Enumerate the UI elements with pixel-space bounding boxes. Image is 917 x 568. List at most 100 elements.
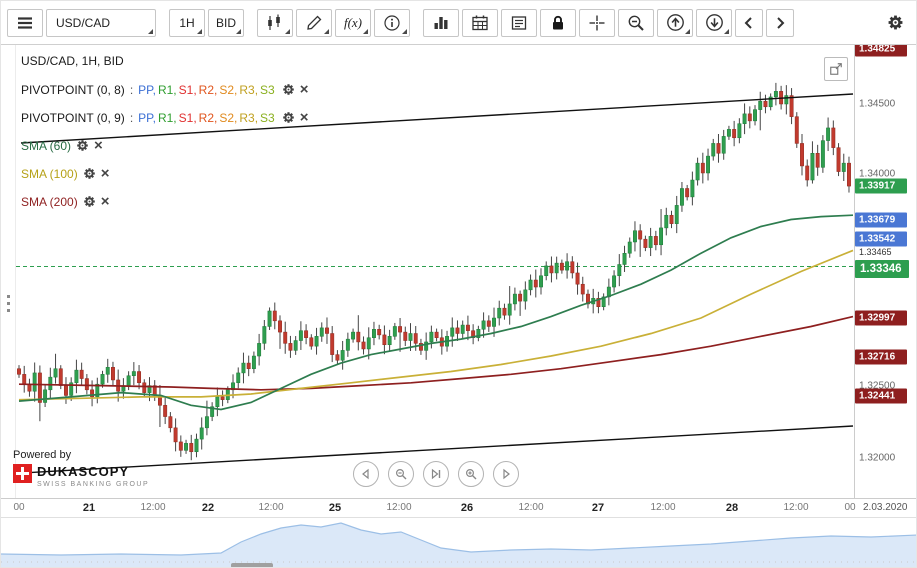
- popout-icon: [830, 63, 842, 75]
- step-back-button[interactable]: [353, 461, 379, 487]
- go-to-latest-button[interactable]: [423, 461, 449, 487]
- pivot-level-label: R3,: [239, 110, 259, 125]
- triangle-right-icon: [503, 468, 510, 480]
- draw-tools-button[interactable]: [296, 8, 332, 37]
- calendar-button[interactable]: [462, 8, 498, 37]
- indicator-remove-icon[interactable]: ×: [94, 136, 103, 154]
- overview-navigator[interactable]: [1, 517, 916, 567]
- chevron-left-icon: [744, 16, 752, 29]
- indicator-remove-icon[interactable]: ×: [100, 164, 110, 182]
- chart-nav-controls: [353, 461, 519, 487]
- pivot-level-label: R3,: [239, 82, 259, 97]
- price-tick-label: 1.32500: [859, 380, 896, 392]
- info-icon: [384, 14, 400, 31]
- chart-plot-area[interactable]: USD/CAD, 1H, BID PIVOTPOINT (0, 8) : PP,…: [1, 45, 856, 498]
- time-tick-label: 12:00: [518, 502, 544, 513]
- step-forward-button[interactable]: [493, 461, 519, 487]
- pivot-series-values: PP, R1, S1, R2, S2, R3, S3: [138, 112, 277, 124]
- price-badge: 1.32441: [855, 388, 907, 404]
- time-tick-label: 12:00: [258, 502, 284, 513]
- indicator-remove-icon[interactable]: ×: [299, 80, 309, 98]
- crosshair-button[interactable]: [579, 8, 615, 37]
- period-select[interactable]: 1H: [169, 8, 205, 37]
- info-button[interactable]: [374, 8, 410, 37]
- detach-chart-button[interactable]: [824, 57, 848, 81]
- zoom-out-icon: [628, 15, 644, 31]
- price-badge: 1.34825: [855, 45, 907, 57]
- pivot-level-label: PP,: [138, 110, 156, 125]
- side-label: BID: [215, 15, 236, 30]
- zoom-in-small-button[interactable]: [458, 461, 484, 487]
- dropdown-corner-icon: [285, 28, 290, 34]
- functions-button[interactable]: f(x): [335, 8, 371, 37]
- symbol-label: USD/CAD: [56, 15, 111, 30]
- hamburger-icon: [18, 16, 32, 29]
- play-to-end-icon: [431, 468, 441, 480]
- indicator-settings-icon[interactable]: [83, 167, 96, 180]
- indicator-remove-icon[interactable]: ×: [100, 192, 110, 210]
- price-badge: 1.33542: [855, 231, 907, 247]
- price-axis[interactable]: 1.34825 1.34500 1.34000 1.33917 1.33679 1.335…: [854, 45, 916, 498]
- save-image-button[interactable]: [657, 8, 693, 37]
- indicator-row-sma60: SMA (60) ×: [21, 136, 309, 154]
- trendline: [20, 425, 854, 474]
- scroll-left-button[interactable]: [735, 8, 763, 37]
- indicator-label: SMA (60): [21, 138, 72, 153]
- dropdown-corner-icon: [402, 28, 407, 34]
- indicator-settings-icon[interactable]: [83, 195, 96, 208]
- pivot-level-label: S1,: [178, 82, 197, 97]
- pivot-level-label: R2,: [198, 82, 218, 97]
- zoom-out-small-button[interactable]: [388, 461, 414, 487]
- chart-title: USD/CAD, 1H, BID: [21, 54, 124, 68]
- scroll-right-button[interactable]: [766, 8, 794, 37]
- sma-line: [18, 214, 854, 411]
- time-tick-label: 00: [13, 502, 25, 513]
- symbol-select[interactable]: USD/CAD: [46, 8, 156, 37]
- indicator-remove-icon[interactable]: ×: [299, 108, 309, 126]
- candlestick-chart[interactable]: [1, 45, 856, 498]
- time-tick-label: 12:00: [783, 502, 809, 513]
- time-axis[interactable]: 00 21 12:00 22 12:00 25 12:00 26 12:00 27 12:00 28 1…: [1, 498, 916, 517]
- export-button[interactable]: [696, 8, 732, 37]
- pivot-level-label: S2,: [219, 82, 238, 97]
- news-button[interactable]: [501, 8, 537, 37]
- indicators-button[interactable]: [423, 8, 459, 37]
- period-label: 1H: [179, 15, 195, 30]
- settings-button[interactable]: [880, 8, 910, 37]
- indicator-settings-icon[interactable]: [282, 83, 295, 96]
- time-tick-label: 25: [328, 502, 342, 514]
- fx-label: f(x): [343, 14, 363, 30]
- axis-date-label: 2.03.2020: [863, 502, 908, 513]
- dropdown-corner-icon: [236, 28, 241, 34]
- bid-ask-select[interactable]: BID: [208, 8, 244, 37]
- pivot-level-label: S2,: [219, 110, 238, 125]
- pencil-icon: [307, 15, 322, 30]
- dropdown-corner-icon: [148, 28, 153, 34]
- lock-button[interactable]: [540, 8, 576, 37]
- dropdown-corner-icon: [363, 28, 368, 34]
- bar-chart-icon: [434, 17, 448, 29]
- indicator-row-pivotpoint-1: PIVOTPOINT (0, 8) : PP, R1, S1, R2, S2, R3, S3…: [21, 80, 309, 98]
- pivot-level-label: R1,: [157, 110, 177, 125]
- menu-button[interactable]: [7, 8, 43, 37]
- panel-divider: [15, 45, 16, 498]
- indicator-label: PIVOTPOINT (0, 9): [21, 110, 125, 125]
- circle-down-arrow-icon: [705, 14, 723, 31]
- zoom-out-button[interactable]: [618, 8, 654, 37]
- time-tick-label: 12:00: [650, 502, 676, 513]
- dropdown-corner-icon: [724, 28, 729, 34]
- navigator-scrollbar-thumb[interactable]: [231, 563, 273, 567]
- price-tick-label: 1.33465: [859, 247, 892, 257]
- chart-type-button[interactable]: [257, 8, 293, 37]
- time-tick-label: 22: [201, 502, 215, 514]
- dropdown-corner-icon: [197, 28, 202, 34]
- pivot-level-label: S1,: [178, 110, 197, 125]
- indicator-settings-icon[interactable]: [282, 111, 295, 124]
- time-tick-label: 12:00: [140, 502, 166, 513]
- toolbar: USD/CAD 1H BID: [1, 1, 916, 45]
- triangle-left-icon: [362, 468, 369, 480]
- indicator-settings-icon[interactable]: [76, 139, 89, 152]
- time-tick-label: 26: [460, 502, 474, 514]
- sma-line: [18, 249, 854, 401]
- panel-resize-handle[interactable]: [4, 295, 12, 312]
